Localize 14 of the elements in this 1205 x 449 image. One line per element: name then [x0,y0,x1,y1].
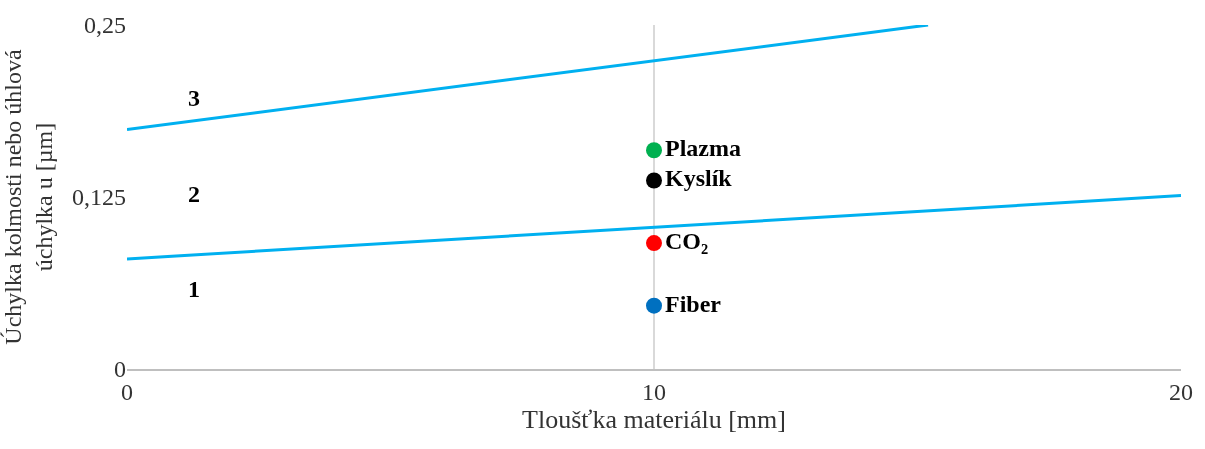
y-tick-label: 0 [114,356,126,383]
y-tick-label: 0,125 [72,184,126,211]
x-tick-label: 10 [642,378,666,405]
annotation: 2 [188,181,200,207]
annotation: 3 [188,85,200,111]
series-label: Kyslík [665,165,733,192]
annotation: 1 [188,276,200,302]
series-label: Fiber [665,290,722,317]
series-label: Plazma [665,135,741,162]
y-axis-title: Úchylka kolmosti nebo úhlová úchylka u [µm] [0,49,58,345]
series-label: CO₂ [665,228,709,255]
x-tick-label: 20 [1169,378,1193,405]
y-tick-label: 0,25 [84,12,126,39]
x-axis-title: Tloušťka materiálu [mm] [522,405,786,434]
